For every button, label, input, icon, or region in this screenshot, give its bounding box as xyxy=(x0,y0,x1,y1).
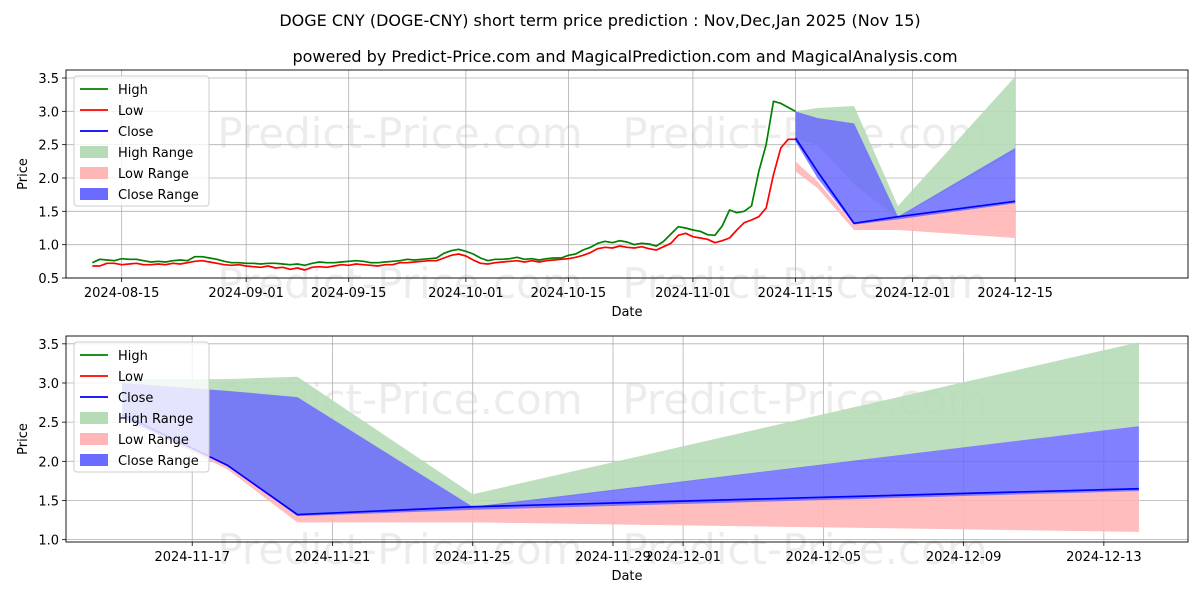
x-tick-label: 2024-12-13 xyxy=(1066,550,1142,565)
legend-swatch-high-range xyxy=(80,412,108,424)
x-tick-label: 2024-08-15 xyxy=(84,286,160,301)
x-tick-label: 2024-11-29 xyxy=(575,550,651,565)
x-tick-label: 2024-12-15 xyxy=(977,286,1053,301)
legend-label: Close Range xyxy=(118,188,199,203)
x-tick-label: 2024-10-15 xyxy=(531,286,607,301)
legend-label: Low Range xyxy=(118,167,189,182)
watermark-text: Predict-Price.com xyxy=(217,525,582,574)
watermark-text: Predict-Price.com xyxy=(217,109,582,158)
high-price-line xyxy=(92,100,796,267)
plot-frame xyxy=(65,335,1189,543)
low-range-band xyxy=(795,161,1016,238)
plot-frame xyxy=(65,69,1189,279)
y-tick-label: 1.5 xyxy=(38,205,59,220)
x-tick-label: 2024-12-01 xyxy=(645,550,721,565)
chart-subtitle: powered by Predict-Price.com and Magical… xyxy=(292,47,957,66)
close-range-band xyxy=(122,382,1139,517)
y-tick-label: 3.0 xyxy=(38,105,59,120)
legend-label: High Range xyxy=(118,146,193,161)
x-tick-label: 2024-11-15 xyxy=(758,286,834,301)
x-tick-label: 2024-11-01 xyxy=(655,286,731,301)
close-price-line xyxy=(794,137,1016,225)
x-tick-label: 2024-09-15 xyxy=(311,286,387,301)
legend-label: Low xyxy=(118,104,144,119)
y-tick-label: 0.5 xyxy=(38,272,59,287)
x-tick-label: 2024-12-09 xyxy=(926,550,1002,565)
legend-label: High xyxy=(118,349,148,364)
watermark-text: Predict-Price.com xyxy=(622,259,987,308)
legend-label: Close Range xyxy=(118,454,199,469)
low-range-band xyxy=(122,414,1139,532)
y-axis-label: Price xyxy=(16,158,31,190)
low-price-line xyxy=(92,138,796,271)
x-tick-label: 2024-09-01 xyxy=(208,286,284,301)
y-tick-label: 2.5 xyxy=(38,139,59,154)
y-tick-label: 2.0 xyxy=(38,455,59,470)
chart-title: DOGE CNY (DOGE-CNY) short term price pre… xyxy=(279,11,920,30)
x-axis-label: Date xyxy=(611,305,642,320)
y-tick-label: 1.0 xyxy=(38,239,59,254)
x-tick-label: 2024-12-05 xyxy=(786,550,862,565)
legend: High Low Close High Range Low Range Close Ran… xyxy=(73,75,210,207)
x-tick-label: 2024-11-25 xyxy=(435,550,511,565)
close-range-band xyxy=(795,111,1016,225)
y-tick-label: 2.5 xyxy=(38,416,59,431)
legend-label: Close xyxy=(118,391,153,406)
y-tick-label: 3.5 xyxy=(38,338,59,353)
x-axis-label: Date xyxy=(611,569,642,584)
x-tick-label: 2024-11-21 xyxy=(295,550,371,565)
legend-label: Low xyxy=(118,370,144,385)
legend-swatch-high-range xyxy=(80,146,108,158)
legend-label: High Range xyxy=(118,412,193,427)
legend-swatch-close-range xyxy=(80,454,108,466)
high-range-band xyxy=(795,76,1016,219)
legend-swatch-close-range xyxy=(80,188,108,200)
y-tick-label: 2.0 xyxy=(38,172,59,187)
legend: High Low Close High Range Low Range Close Ran… xyxy=(73,341,210,473)
legend-label: Close xyxy=(118,125,153,140)
legend-label: High xyxy=(118,83,148,98)
y-tick-label: 1.0 xyxy=(38,534,59,549)
y-tick-label: 3.5 xyxy=(38,72,59,87)
x-tick-label: 2024-10-01 xyxy=(428,286,504,301)
x-tick-label: 2024-12-01 xyxy=(875,286,951,301)
y-tick-label: 3.0 xyxy=(38,377,59,392)
x-tick-label: 2024-11-17 xyxy=(154,550,230,565)
y-tick-label: 1.5 xyxy=(38,494,59,509)
bottom-chart-panel: Predict-Price.com Predict-Price.comPredic… xyxy=(16,335,1189,584)
legend-label: Low Range xyxy=(118,433,189,448)
legend-swatch-low-range xyxy=(80,433,108,445)
legend-swatch-low-range xyxy=(80,167,108,179)
y-axis-label: Price xyxy=(16,423,31,455)
